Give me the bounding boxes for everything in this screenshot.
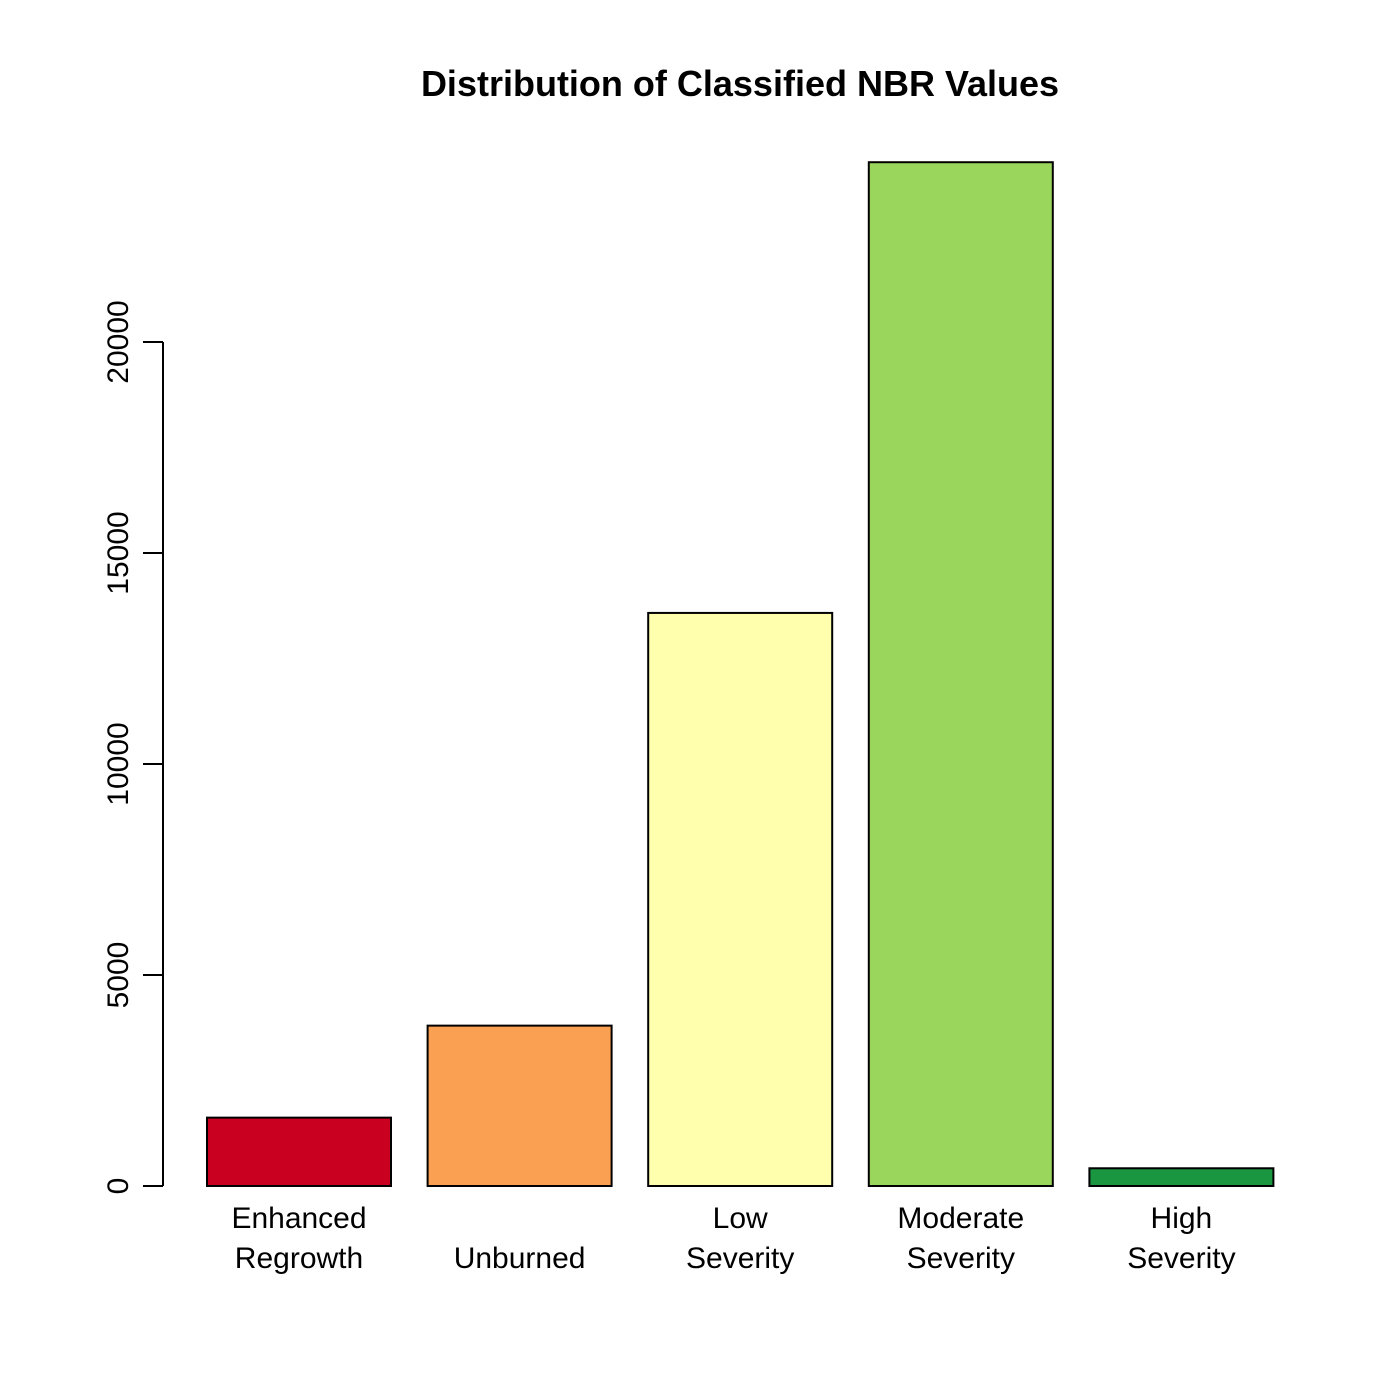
y-tick-label: 0 bbox=[102, 1178, 135, 1195]
x-category-label: Severity bbox=[686, 1242, 794, 1275]
y-tick-label: 10000 bbox=[102, 722, 135, 805]
x-category-label: Severity bbox=[1127, 1242, 1235, 1275]
x-category-label: Severity bbox=[907, 1242, 1015, 1275]
bar bbox=[867, 161, 1054, 1187]
y-axis: 0 5000 10000 15000 20000 bbox=[102, 300, 164, 1195]
bar bbox=[647, 611, 834, 1187]
y-tick-label: 5000 bbox=[102, 942, 135, 1009]
x-axis-labels: Enhanced Regrowth Unburned Low Severity Moder… bbox=[231, 1202, 1235, 1275]
bar bbox=[426, 1024, 613, 1188]
chart-title: Distribution of Classified NBR Values bbox=[421, 63, 1059, 104]
x-category-label: Low bbox=[713, 1202, 768, 1235]
bar bbox=[206, 1116, 392, 1187]
x-category-label: Moderate bbox=[897, 1202, 1024, 1235]
x-category-label: High bbox=[1151, 1202, 1213, 1235]
x-category-label: Unburned bbox=[454, 1242, 586, 1275]
bar bbox=[1088, 1167, 1275, 1187]
y-tick-label: 15000 bbox=[102, 511, 135, 594]
bars-group bbox=[206, 161, 1275, 1188]
x-category-label: Regrowth bbox=[235, 1242, 363, 1275]
y-tick-label: 20000 bbox=[102, 300, 135, 383]
x-category-label: Enhanced bbox=[231, 1202, 366, 1235]
